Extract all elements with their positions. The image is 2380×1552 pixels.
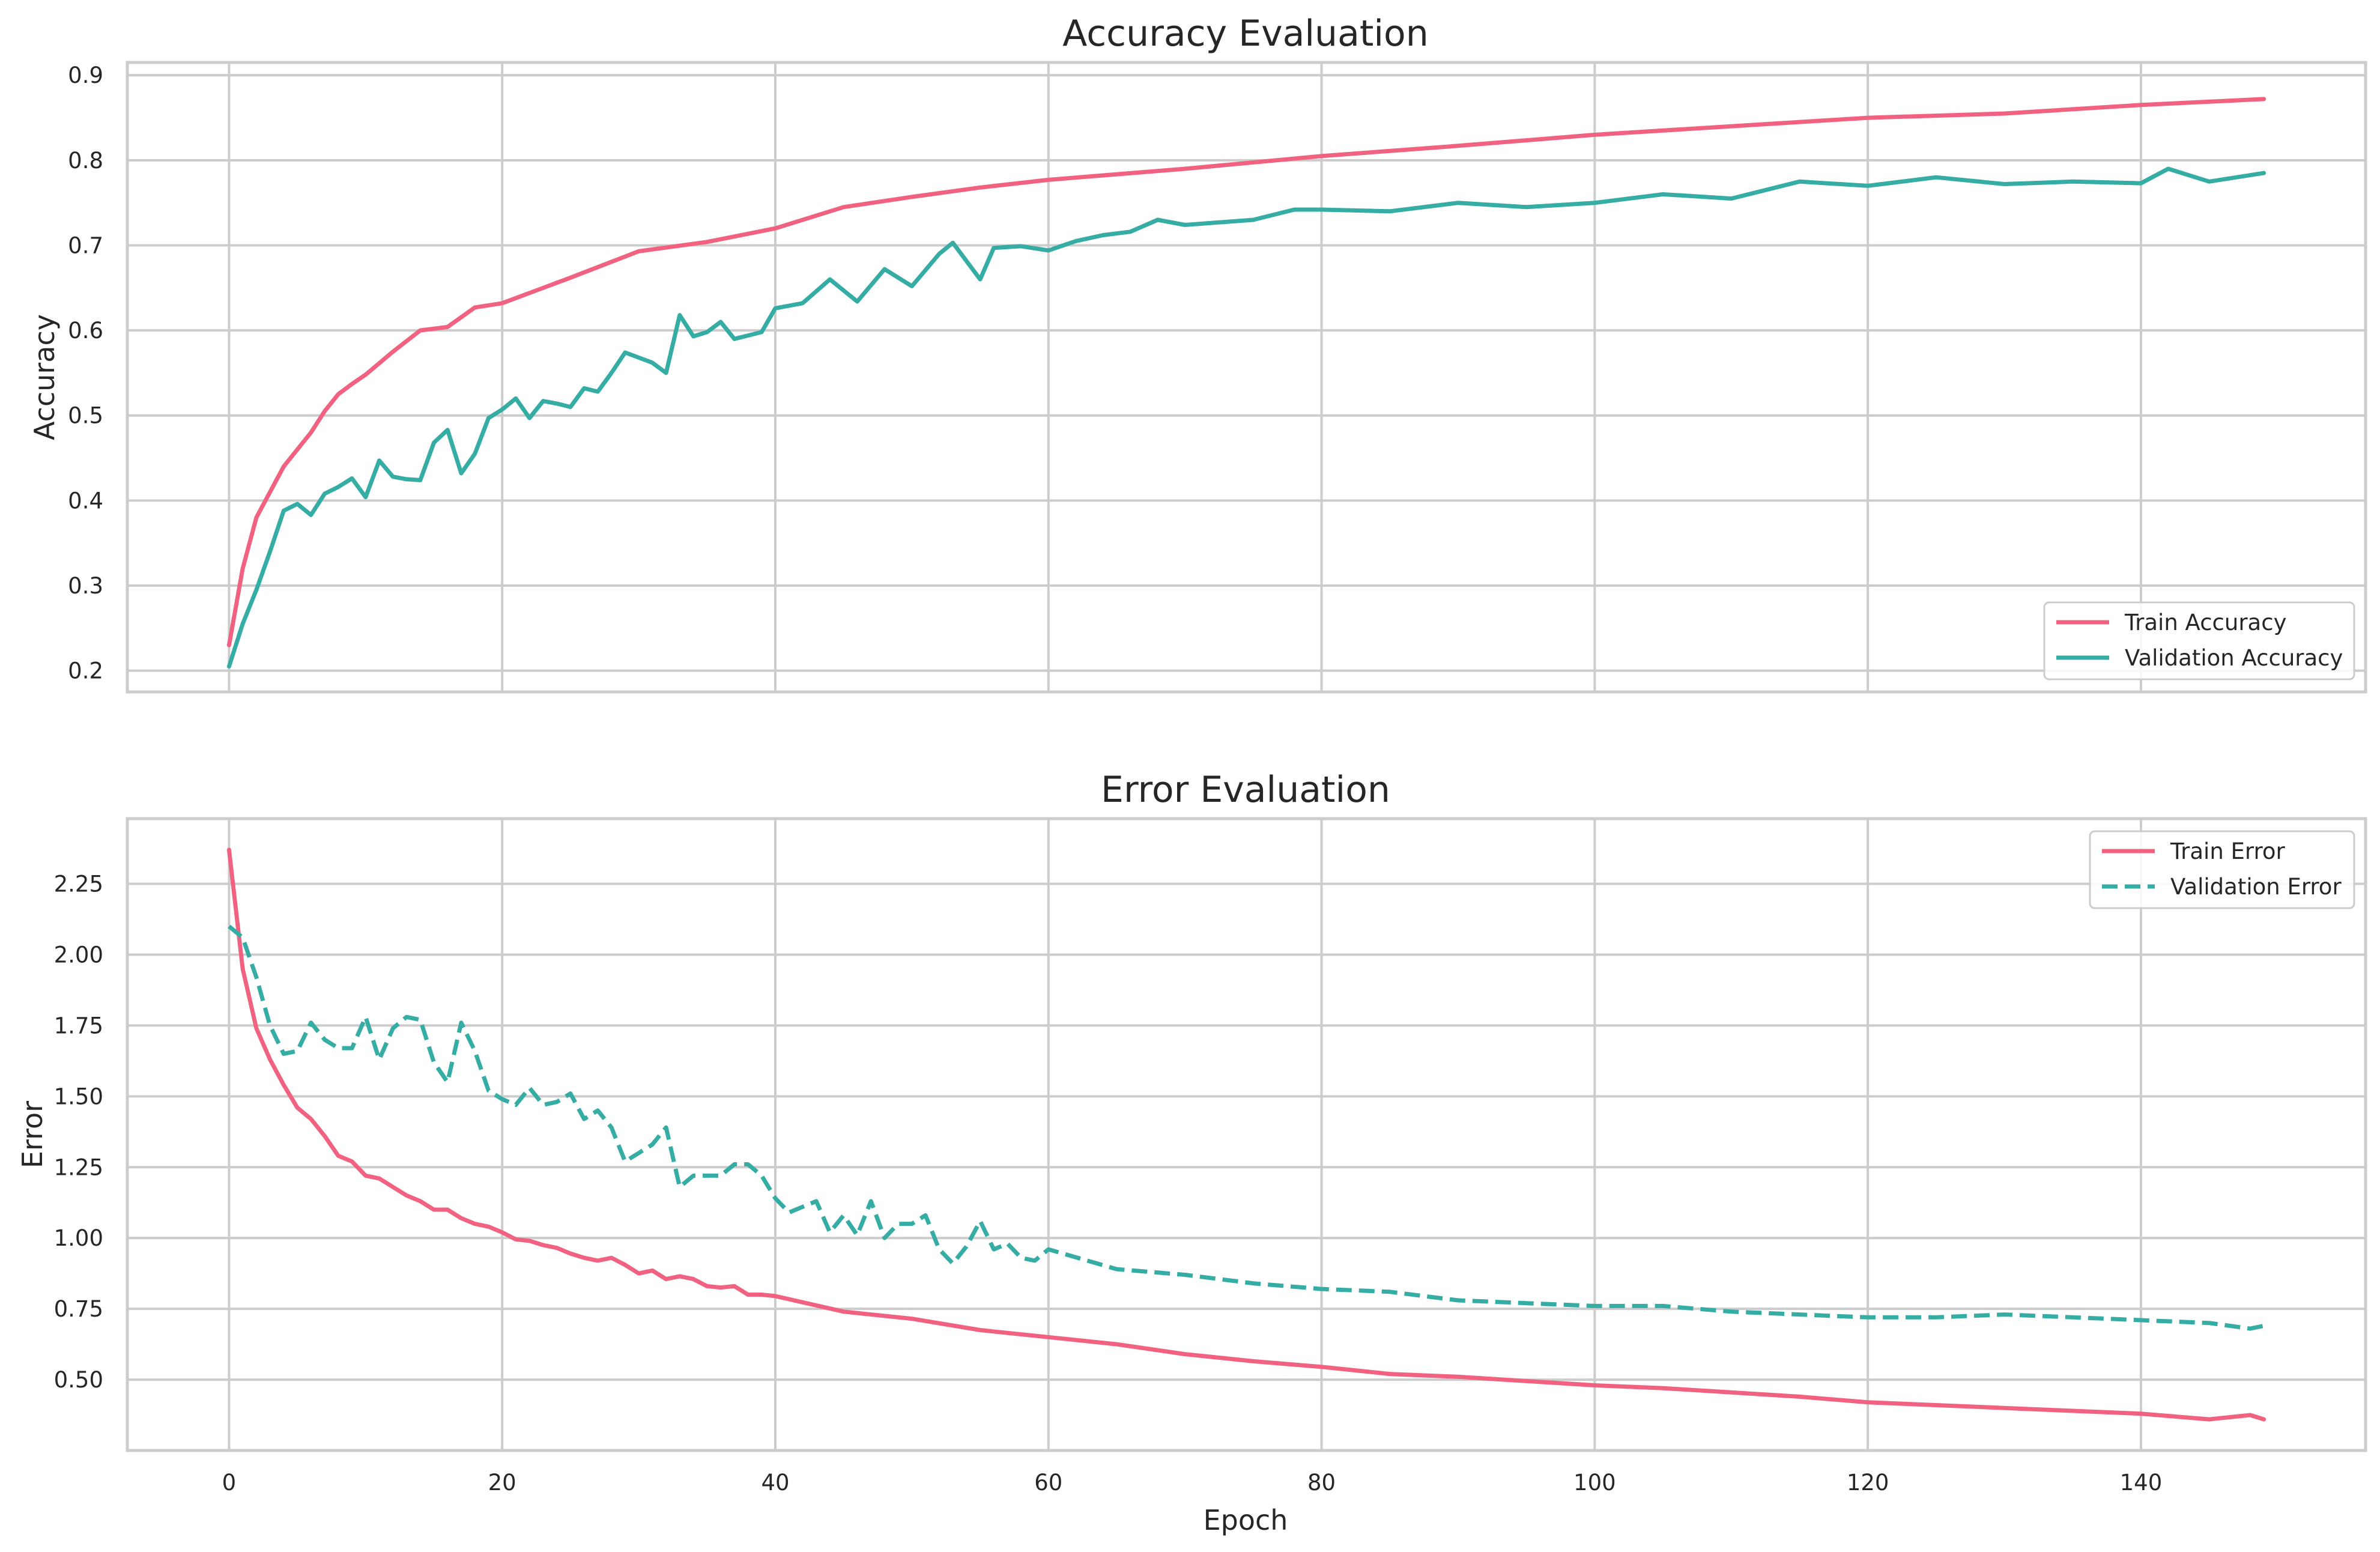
accuracy-series-line-train-accuracy <box>226 97 2266 647</box>
accuracy-y-tick-label: 0.7 <box>68 232 103 258</box>
accuracy-series-line-validation-accuracy <box>226 166 2266 668</box>
error-y-tick-label: 0.75 <box>54 1296 103 1322</box>
accuracy-y-tick-label: 0.4 <box>68 488 103 514</box>
accuracy-y-tick-label: 0.6 <box>68 318 103 344</box>
accuracy-y-tick-label: 0.5 <box>68 403 103 429</box>
error-grid <box>127 819 2366 1450</box>
accuracy-legend-train-label: Train Accuracy <box>2124 610 2286 635</box>
error-y-tick-label: 1.00 <box>54 1225 103 1251</box>
accuracy-legend-box <box>2043 601 2355 681</box>
error-panel: 0.50 0.75 1.00 1.25 1.50 1.75 2.00 2.25 0 20 40 60… <box>16 769 2367 1536</box>
error-x-ticks: 0 20 40 60 80 100 120 140 <box>222 1470 2163 1496</box>
accuracy-grid <box>127 62 2366 692</box>
accuracy-y-tick-label: 0.9 <box>68 62 103 88</box>
error-legend-box <box>2089 830 2355 909</box>
error-y-tick-label: 1.25 <box>54 1154 103 1180</box>
accuracy-y-tick-label: 0.8 <box>68 148 103 174</box>
x-tick-label: 120 <box>1847 1470 1889 1496</box>
accuracy-legend: Train Accuracy Validation Accuracy <box>2043 601 2355 681</box>
accuracy-series <box>226 97 2266 668</box>
error-chart-title: Error Evaluation <box>1101 769 1390 811</box>
error-legend-train-label: Train Error <box>2170 838 2286 864</box>
accuracy-y-tick-label: 0.2 <box>68 658 103 684</box>
x-tick-label: 40 <box>761 1470 789 1496</box>
x-tick-label: 0 <box>222 1470 237 1496</box>
error-axes-frame <box>126 817 2367 1452</box>
error-y-tick-label: 1.50 <box>54 1084 103 1109</box>
error-series-line-validation-error <box>228 924 2265 1331</box>
error-series-line-train-error <box>226 847 2266 1422</box>
error-y-ticks: 0.50 0.75 1.00 1.25 1.50 1.75 2.00 2.25 <box>54 871 103 1393</box>
error-y-tick-label: 0.50 <box>54 1367 103 1393</box>
error-y-tick-label: 2.25 <box>54 871 103 897</box>
error-legend-validation-label: Validation Error <box>2170 874 2342 900</box>
x-tick-label: 80 <box>1307 1470 1336 1496</box>
x-tick-label: 100 <box>1573 1470 1616 1496</box>
accuracy-chart-title: Accuracy Evaluation <box>1062 13 1429 55</box>
x-tick-label: 20 <box>488 1470 516 1496</box>
error-y-tick-label: 2.00 <box>54 942 103 968</box>
error-y-axis-label: Error <box>16 1101 49 1168</box>
x-tick-label: 60 <box>1034 1470 1062 1496</box>
accuracy-y-tick-label: 0.3 <box>68 573 103 599</box>
x-axis-label: Epoch <box>1204 1504 1288 1536</box>
accuracy-y-ticks: 0.2 0.3 0.4 0.5 0.6 0.7 0.8 0.9 <box>68 62 103 684</box>
accuracy-axes-frame <box>126 61 2367 694</box>
error-legend: Train Error Validation Error <box>2089 830 2355 909</box>
accuracy-y-axis-label: Accuracy <box>28 314 61 440</box>
x-tick-label: 140 <box>2120 1470 2163 1496</box>
accuracy-legend-validation-label: Validation Accuracy <box>2125 645 2343 671</box>
error-y-tick-label: 1.75 <box>54 1013 103 1038</box>
error-series <box>226 847 2266 1422</box>
accuracy-panel: 0.2 0.3 0.4 0.5 0.6 0.7 0.8 0.9 Accuracy Evalua… <box>28 13 2367 694</box>
